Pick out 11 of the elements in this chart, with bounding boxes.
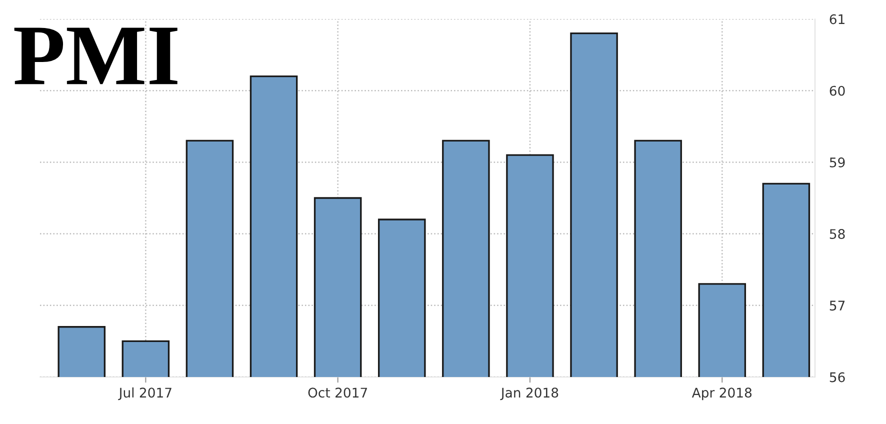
- x-tick-label: Oct 2017: [308, 388, 367, 398]
- y-tick-label: 60: [830, 86, 845, 96]
- x-tick-label: Jul 2017: [118, 387, 172, 400]
- y-tick-label: 57: [830, 300, 845, 311]
- y-tick-label: 59: [830, 157, 845, 168]
- x-tick-label: Jan 2018: [500, 388, 558, 400]
- y-tick-label: 58: [830, 229, 845, 239]
- x-tick-label: Apr 2018: [692, 388, 752, 400]
- y-tick-label: 56: [830, 372, 845, 382]
- chart-title: PMI: [14, 28, 178, 84]
- y-tick-label: 61: [830, 14, 844, 24]
